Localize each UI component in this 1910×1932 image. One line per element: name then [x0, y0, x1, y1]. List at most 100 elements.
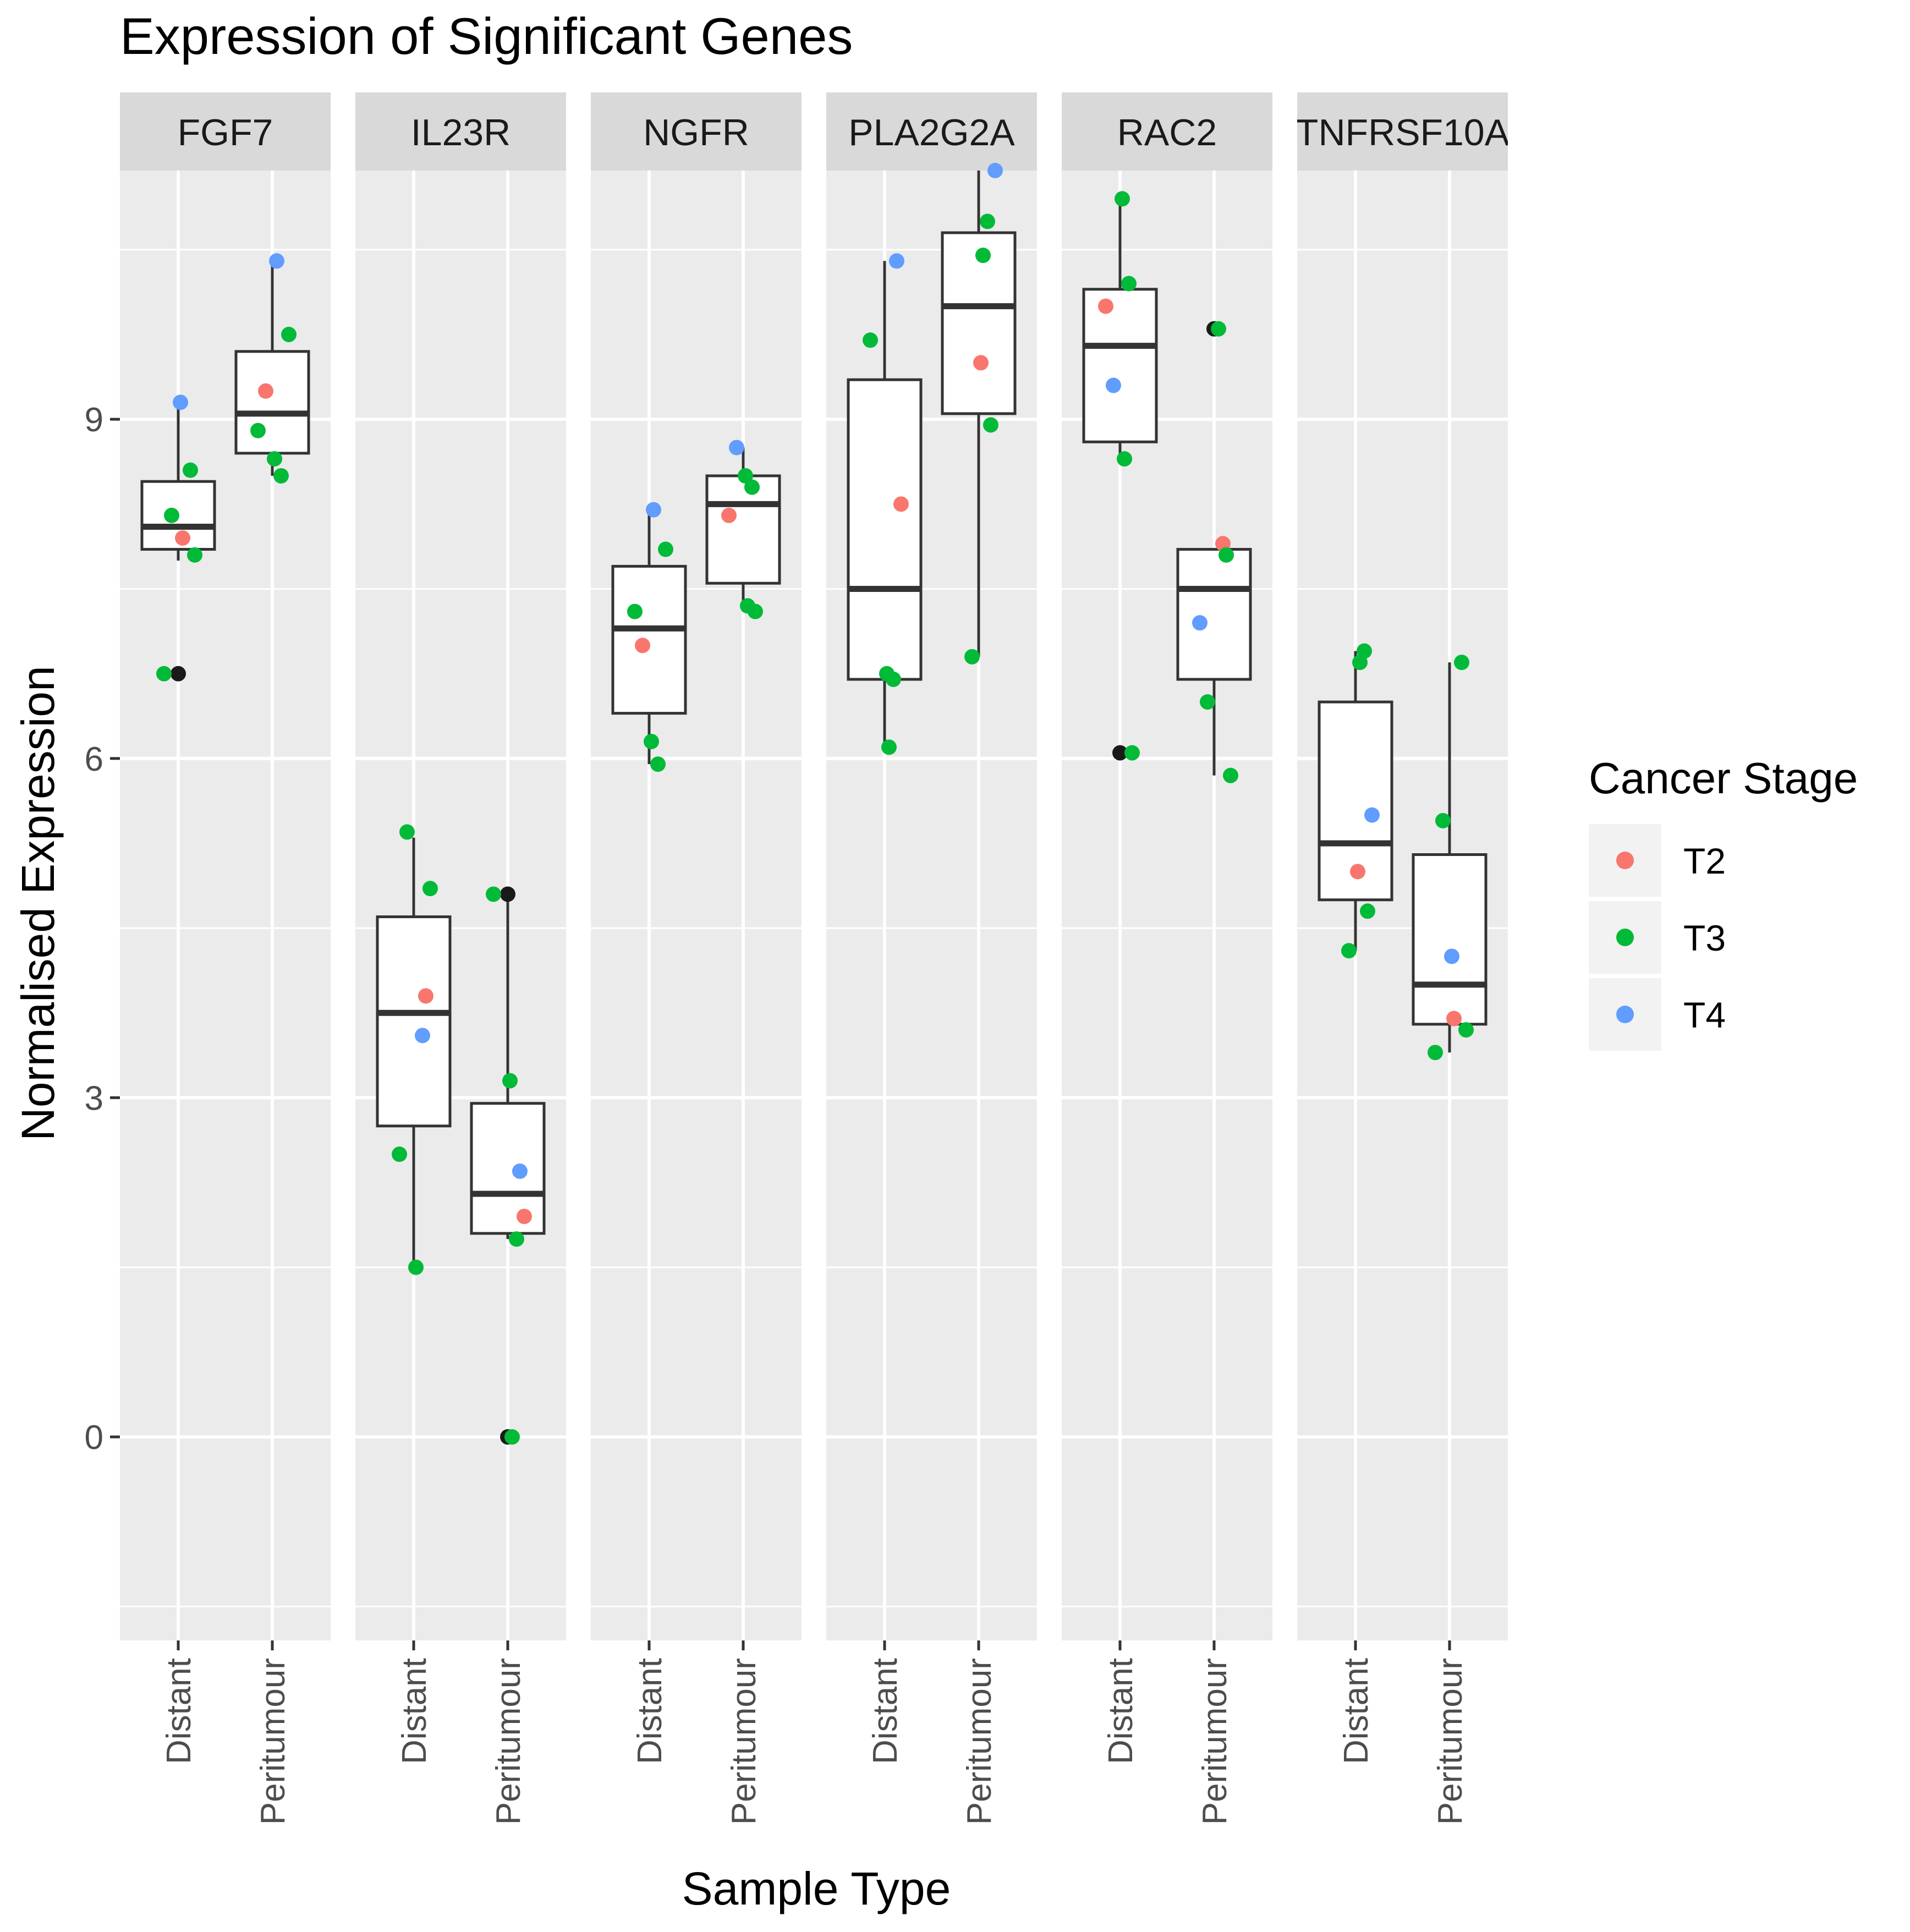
- data-point-t3: [1454, 655, 1469, 671]
- data-point-t3: [748, 603, 763, 619]
- data-point-t3: [281, 327, 297, 343]
- outlier-point: [1112, 745, 1128, 761]
- box-group-distant: [376, 824, 452, 1275]
- facet-panel-fgf7: FGF7 Distant Peritumour: [120, 92, 331, 1825]
- data-point-t2: [1350, 864, 1365, 880]
- legend-key-t4: [1616, 1006, 1634, 1023]
- box: [1412, 853, 1488, 1026]
- data-point-t3: [1360, 903, 1375, 919]
- box-group-distant: [847, 253, 923, 755]
- box: [376, 915, 452, 1128]
- data-point-t3: [1115, 191, 1130, 207]
- x-tick-label: Distant: [160, 1658, 198, 1764]
- data-point-t3: [1458, 1022, 1474, 1038]
- box: [1082, 288, 1158, 443]
- data-point-t3: [187, 547, 202, 563]
- y-tick-label: 9: [85, 401, 103, 439]
- x-tick-label: Peritumour: [961, 1658, 998, 1825]
- facet-strip-label: NGFR: [643, 112, 749, 153]
- data-point-t3: [156, 666, 172, 682]
- box: [941, 231, 1017, 415]
- box: [847, 378, 923, 681]
- box: [1176, 548, 1252, 681]
- data-point-t3: [1219, 547, 1234, 563]
- data-point-t3: [504, 1429, 520, 1445]
- box: [234, 350, 310, 455]
- data-point-t4: [173, 394, 188, 410]
- data-point-t4: [415, 1028, 430, 1044]
- box-group-peritumour: [941, 163, 1017, 665]
- data-point-t3: [881, 739, 897, 755]
- box: [705, 474, 781, 585]
- legend-entry-t3: T3: [1589, 901, 1726, 974]
- facet-panel-tnfrsf10a: TNFRSF10A Distant Peritumour: [1297, 92, 1508, 1825]
- data-point-t3: [509, 1231, 524, 1247]
- facet-strip: [826, 92, 1037, 171]
- facet-strip-label: PLA2G2A: [848, 112, 1015, 153]
- data-point-t2: [1098, 298, 1113, 314]
- y-tick-label: 6: [85, 740, 103, 778]
- data-point-t3: [658, 541, 673, 557]
- facet-panel-il23r: IL23R Distant Peritumour: [355, 92, 566, 1825]
- data-point-t3: [399, 824, 415, 840]
- data-point-t4: [1364, 807, 1380, 823]
- data-point-t3: [1223, 767, 1238, 783]
- legend-key-t3: [1616, 929, 1634, 946]
- data-point-t2: [1446, 1011, 1462, 1027]
- data-point-t3: [980, 213, 995, 229]
- y-axis-title: Normalised Expression: [12, 666, 64, 1141]
- legend-entry-t4: T4: [1589, 978, 1726, 1051]
- data-point-t3: [1117, 451, 1132, 467]
- data-point-t2: [721, 507, 737, 523]
- x-axis-title: Sample Type: [682, 1863, 951, 1914]
- data-point-t4: [1192, 615, 1208, 631]
- data-point-t3: [422, 881, 438, 897]
- legend-title: Cancer Stage: [1589, 754, 1858, 803]
- data-point-t4: [512, 1163, 528, 1179]
- outlier-point: [500, 886, 515, 902]
- panel-background: [591, 171, 802, 1640]
- data-point-t3: [650, 756, 666, 772]
- facet-strip-label: RAC2: [1117, 112, 1217, 153]
- data-point-t3: [863, 332, 878, 348]
- data-point-t3: [964, 649, 980, 665]
- data-point-t3: [392, 1146, 407, 1162]
- x-tick-label: Distant: [631, 1658, 669, 1764]
- data-point-t2: [175, 530, 190, 546]
- data-point-t3: [1435, 813, 1451, 828]
- data-point-t3: [183, 462, 198, 478]
- data-point-t3: [886, 671, 901, 687]
- y-tick-label: 0: [85, 1419, 103, 1457]
- facet-panel-rac2: RAC2 Distant Peritumour: [1062, 92, 1272, 1825]
- x-tick-label: Distant: [1337, 1658, 1375, 1764]
- x-tick-label: Peritumour: [490, 1658, 528, 1825]
- data-point-t3: [273, 468, 289, 484]
- data-point-t2: [258, 383, 273, 399]
- legend-label: T4: [1683, 995, 1726, 1035]
- x-tick-label: Peritumour: [725, 1658, 763, 1825]
- data-point-t3: [975, 248, 991, 264]
- data-point-t2: [893, 496, 909, 512]
- box-group-distant: [1318, 643, 1393, 959]
- legend-label: T3: [1683, 918, 1726, 958]
- data-point-t4: [646, 502, 661, 518]
- facet-panel-ngfr: NGFR Distant Peritumour: [591, 92, 802, 1825]
- data-point-t3: [250, 422, 266, 438]
- data-point-t4: [889, 253, 904, 269]
- legend-key-t2: [1616, 852, 1634, 869]
- box-group-peritumour: [1412, 655, 1488, 1061]
- data-point-t2: [517, 1209, 532, 1225]
- outlier-point: [171, 666, 186, 682]
- data-point-t2: [635, 638, 650, 654]
- y-tick-label: 3: [85, 1079, 103, 1117]
- data-point-t4: [1444, 948, 1459, 964]
- data-point-t3: [738, 468, 753, 484]
- facet-strip: [1297, 92, 1508, 171]
- data-point-t3: [1211, 321, 1226, 337]
- box-group-peritumour: [234, 253, 310, 484]
- x-tick-label: Peritumour: [254, 1658, 292, 1825]
- facet-panels: FGF7 Distant Peritumour IL23R Distant Peritum…: [120, 92, 1508, 1825]
- box-group-peritumour: [705, 440, 781, 619]
- facet-strip: [120, 92, 331, 171]
